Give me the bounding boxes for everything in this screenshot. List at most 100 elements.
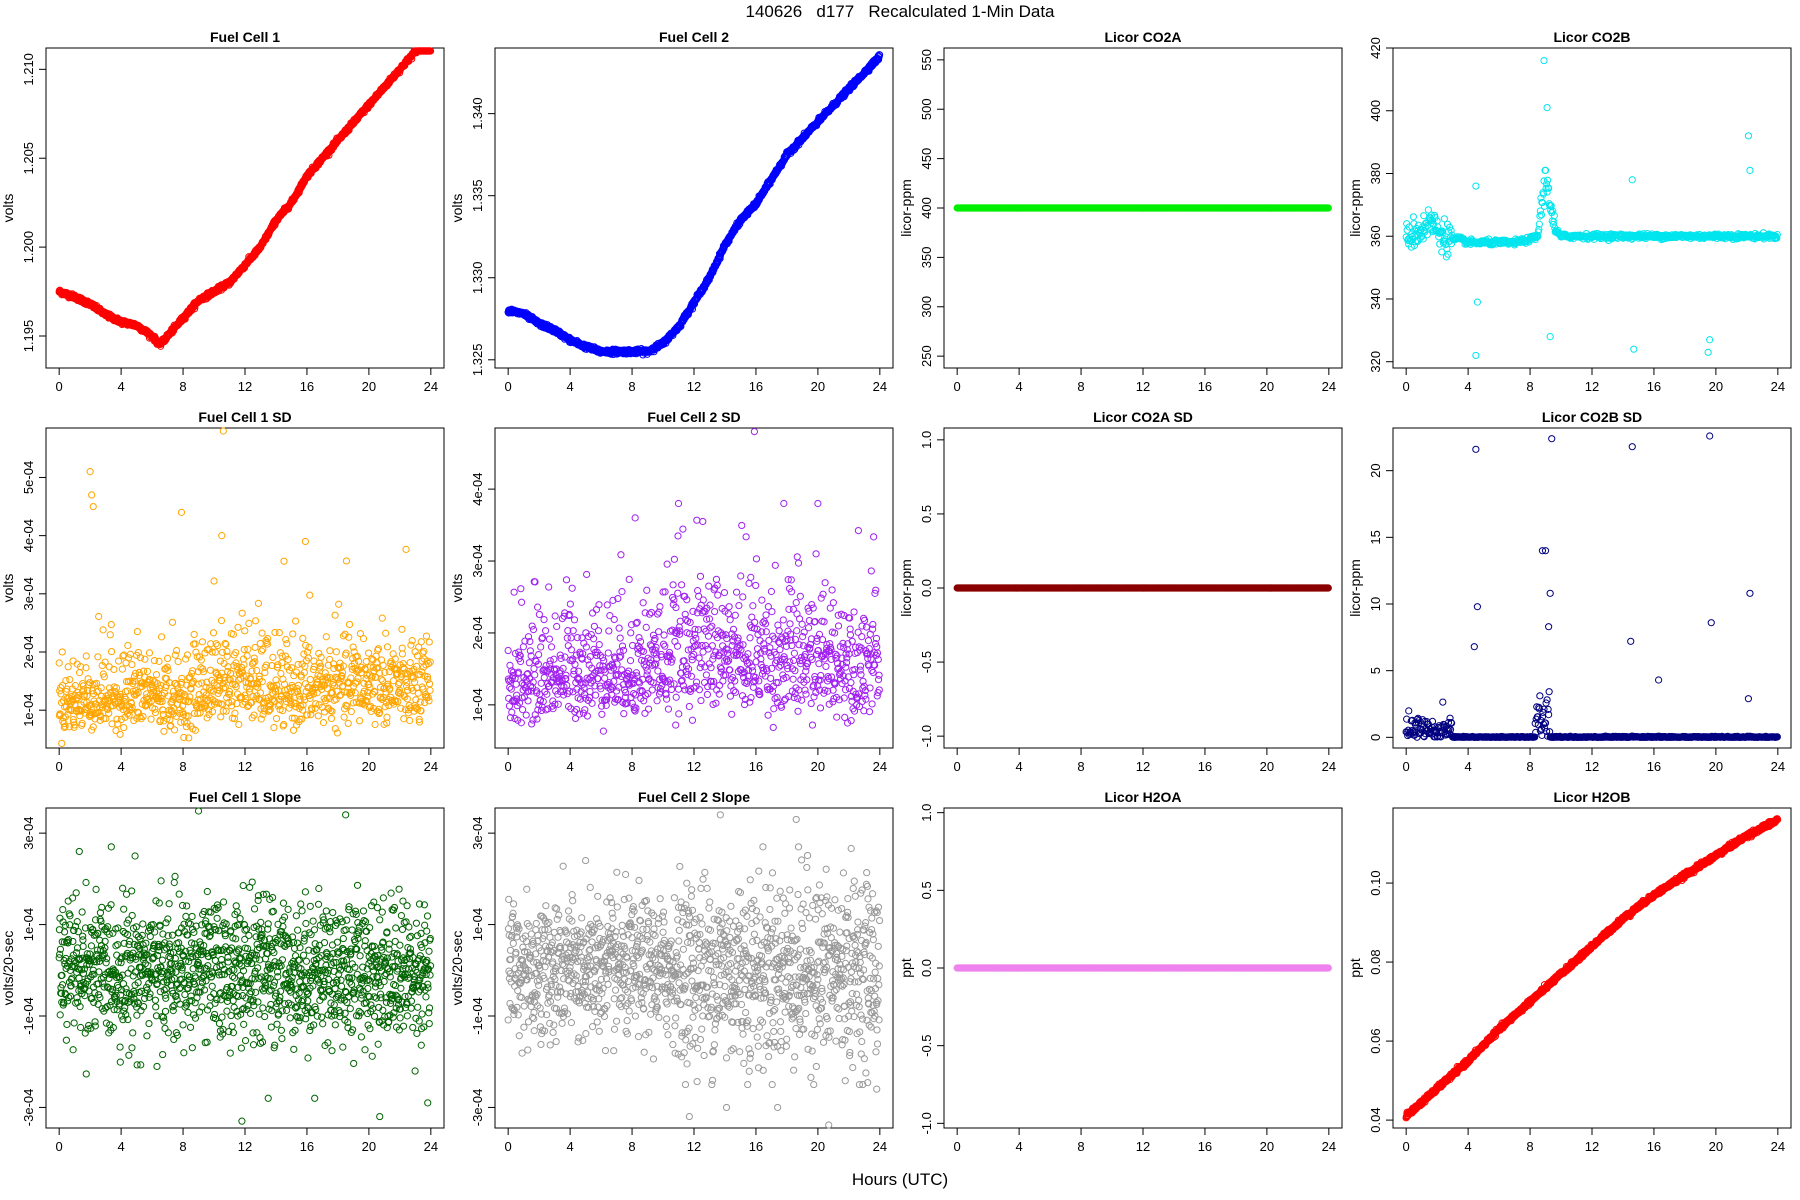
data-point [116,730,124,738]
data-point [163,654,172,663]
series-points [55,47,435,350]
x-tick-label: 24 [873,379,887,394]
panel-0: Fuel Cell 10 4 8 12 16 20 241.1951.2001.2051.2… [0,29,445,394]
data-point [105,663,113,671]
x-tick-label: 4 [566,379,573,394]
y-tick-label: 450 [919,148,934,170]
data-point [69,657,77,665]
x-tick-label: 16 [1647,379,1661,394]
x-tick-label: 20 [1260,379,1274,394]
x-tick-label: 4 [1464,379,1471,394]
y-tick-label: 1.330 [470,261,485,294]
y-tick-label: 250 [919,345,934,367]
x-tick-label: 0 [954,379,961,394]
data-point [174,657,182,666]
y-tick-label: 340 [1368,288,1383,310]
panel-title: Licor CO2B [1553,29,1630,45]
x-tick-label: 16 [300,759,314,774]
y-tick-label: 380 [1368,163,1383,185]
data-point [106,631,114,639]
y-tick-label: 2e-04 [21,635,36,668]
data-point [143,667,152,675]
data-point [75,669,84,677]
data-point [160,727,168,735]
y-tick-label: 550 [919,49,934,71]
x-tick-label: 20 [1709,379,1723,394]
data-point [147,715,155,723]
x-tick-label: 20 [811,379,825,394]
y-tick-label: 3e-04 [21,577,36,610]
data-point [64,663,72,671]
data-point [210,577,218,585]
x-tick-label: 12 [687,379,701,394]
y-tick-label: 500 [919,98,934,120]
y-tick-label: 400 [1368,100,1383,122]
x-tick-label: 0 [505,379,512,394]
data-point [190,630,198,639]
y-axis-label: volts [0,574,16,603]
data-point [235,720,243,729]
data-point [99,626,107,634]
y-tick-label: 360 [1368,225,1383,247]
data-point [1704,348,1712,356]
plot-frame [1392,47,1792,369]
data-point [114,657,123,665]
x-tick-label: 12 [1585,379,1599,394]
data-point [82,652,90,660]
series-points [953,204,1332,212]
data-point [223,652,231,660]
data-point [217,617,226,625]
y-tick-label: 420 [1368,37,1383,59]
x-tick-label: 20 [362,379,376,394]
data-point [241,627,249,635]
data-point [117,715,125,724]
y-tick-label: 5e-04 [21,461,36,494]
x-tick-label: 4 [1015,379,1022,394]
x-tick-label: 24 [424,759,438,774]
y-axis-label: licor-ppm [898,179,914,237]
data-point [1472,351,1480,360]
data-point [1543,188,1551,196]
panel-title: Licor CO2A [1104,29,1181,45]
data-point [1630,345,1638,353]
data-point [152,671,161,679]
data-point [209,629,218,637]
y-tick-label: 350 [919,247,934,269]
data-point [214,641,222,650]
x-tick-label: 24 [1771,379,1785,394]
y-tick-label: 400 [919,197,934,219]
panel-title: Fuel Cell 1 [210,29,280,45]
y-tick-label: 1.325 [470,344,485,377]
data-point [170,726,179,734]
y-tick-label: 1.195 [21,320,36,353]
data-point [110,665,118,674]
data-point [118,665,126,673]
panel-title: Fuel Cell 2 [659,29,729,45]
data-point [1409,213,1417,221]
x-tick-label: 24 [1322,379,1336,394]
data-point [198,638,207,646]
y-tick-label: 300 [919,296,934,318]
y-axis-label: volts [449,194,465,223]
x-tick-label: 8 [1077,379,1084,394]
data-point [1706,336,1714,344]
data-point [58,739,66,747]
x-tick-label: 8 [179,759,186,774]
data-point [178,674,186,682]
series-points [1402,56,1781,360]
x-tick-label: 12 [238,379,252,394]
x-tick-label: 0 [56,379,63,394]
panel-4: Fuel Cell 1 SD0 4 8 12 16 20 241e-042e-043e-04… [0,409,445,774]
data-point [1543,104,1551,112]
data-point [94,653,102,661]
data-point [158,633,166,641]
data-point [168,618,177,626]
data-point [1628,176,1636,184]
data-point [1537,211,1546,219]
series-points [504,51,884,359]
data-point [95,612,103,621]
data-point [1746,166,1754,174]
y-tick-label: 1.205 [21,142,36,175]
y-tick-label: 320 [1368,351,1383,373]
y-tick-label: 1.200 [21,231,36,264]
